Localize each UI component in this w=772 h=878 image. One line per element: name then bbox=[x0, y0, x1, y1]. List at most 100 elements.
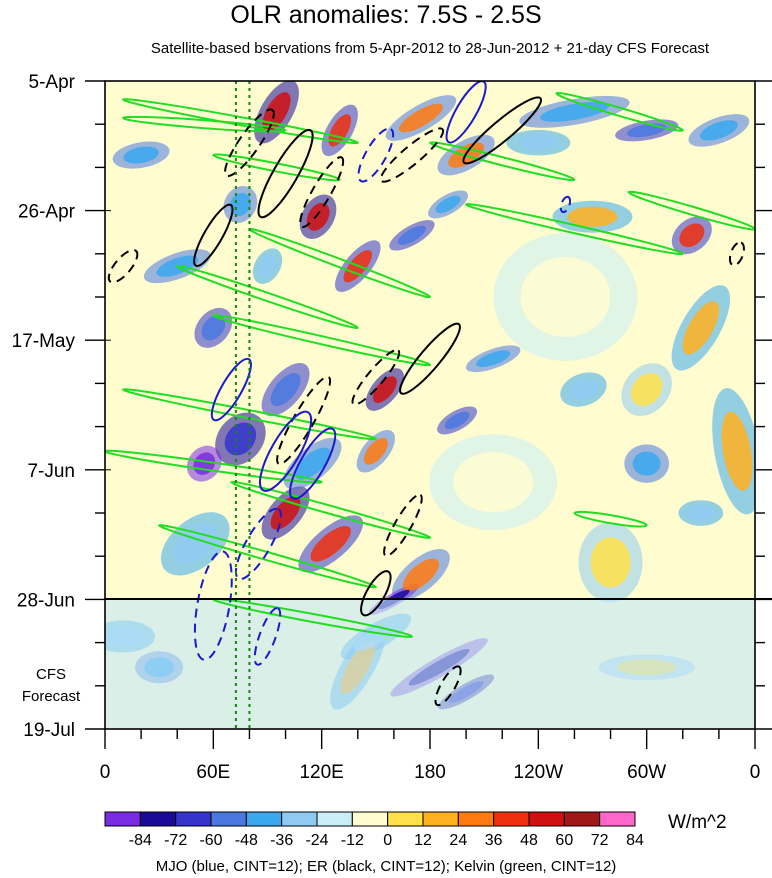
anomaly-patch bbox=[363, 437, 388, 465]
colorbar-units: W/m^2 bbox=[668, 812, 727, 833]
anomaly-patch bbox=[402, 558, 440, 591]
y-tick-label: 19-Jul bbox=[23, 720, 75, 741]
colorbar-swatch bbox=[528, 811, 565, 827]
x-tick-label: 60E bbox=[196, 762, 230, 783]
anomaly-patch bbox=[270, 372, 301, 407]
anomaly-patch bbox=[453, 452, 534, 513]
y-tick-label: 28-Jun bbox=[17, 590, 75, 611]
kelvin-contour bbox=[212, 314, 432, 367]
anomaly-patch bbox=[294, 447, 331, 480]
er-contour bbox=[107, 248, 139, 284]
mjo-contour bbox=[559, 195, 572, 214]
colorbar-label: 12 bbox=[414, 832, 432, 849]
er-contour bbox=[351, 348, 401, 406]
x-tick-label: 120E bbox=[299, 762, 343, 783]
anomaly-patch bbox=[679, 223, 705, 248]
anomaly-patch bbox=[721, 411, 753, 491]
y-tick-label: 7-Jun bbox=[27, 461, 75, 482]
anomaly-patch bbox=[123, 146, 159, 164]
colorbar-label: -48 bbox=[235, 832, 258, 849]
anomaly-patch bbox=[328, 114, 352, 147]
anomaly-patch bbox=[444, 411, 470, 430]
colorbar-swatch bbox=[139, 811, 177, 827]
forecast-label-line2: Forecast bbox=[21, 688, 81, 705]
mjo-contour bbox=[193, 550, 233, 661]
y-axis: 5-Apr 26-Apr 17-May 7-Jun 28-Jun 19-Jul bbox=[12, 72, 772, 741]
anomaly-patch bbox=[229, 192, 251, 216]
colorbar-swatch bbox=[493, 811, 530, 827]
er-contour bbox=[462, 96, 543, 165]
colorbar-swatch bbox=[316, 811, 353, 827]
y-tick-label: 26-Apr bbox=[18, 202, 76, 223]
anomaly-patch bbox=[682, 301, 720, 355]
colorbar-label: -24 bbox=[305, 832, 328, 849]
mjo-contour bbox=[258, 410, 313, 492]
kelvin-contour bbox=[230, 480, 432, 539]
anomaly-patch bbox=[397, 225, 427, 245]
mjo-contour bbox=[253, 607, 282, 666]
er-contour bbox=[257, 128, 314, 219]
anomaly-patch bbox=[567, 206, 618, 227]
er-contour bbox=[360, 570, 392, 617]
anomaly-patch bbox=[173, 524, 217, 564]
mjo-contour bbox=[234, 507, 283, 581]
er-contour bbox=[299, 156, 345, 229]
colorbar-label: -84 bbox=[129, 832, 152, 849]
x-tick-label: 60W bbox=[627, 762, 666, 783]
anomaly-patch bbox=[476, 350, 511, 368]
anomaly-patch bbox=[224, 422, 257, 456]
x-axis: 0 60E 120E 180 120W 60W 0 bbox=[100, 729, 761, 783]
kelvin-contour bbox=[122, 115, 287, 133]
anomaly-patch bbox=[630, 373, 663, 407]
anomaly-patch bbox=[435, 195, 461, 214]
anomaly-patch bbox=[632, 451, 661, 476]
er-contour bbox=[434, 665, 462, 707]
y-tick-label: 5-Apr bbox=[29, 72, 76, 93]
anomaly-patch bbox=[699, 120, 738, 141]
colorbar-label: -12 bbox=[341, 832, 364, 849]
anomaly-patch bbox=[258, 255, 277, 278]
er-contour bbox=[276, 375, 332, 466]
colorbar-label: 36 bbox=[485, 832, 503, 849]
anomaly-patch bbox=[520, 257, 611, 337]
kelvin-contour bbox=[555, 91, 684, 132]
colorbar-label: 72 bbox=[591, 832, 609, 849]
x-tick-label: 0 bbox=[750, 762, 761, 783]
chart-title: OLR anomalies: 7.5S - 2.5S bbox=[230, 1, 542, 29]
anomaly-patch bbox=[568, 378, 598, 401]
anomaly-patch bbox=[372, 376, 397, 403]
er-contour bbox=[383, 493, 423, 557]
anomaly-field bbox=[105, 81, 755, 729]
kelvin-contour bbox=[105, 449, 323, 484]
y-tick-label: 17-May bbox=[12, 331, 76, 352]
colorbar-label: 24 bbox=[449, 832, 467, 849]
kelvin-contour bbox=[122, 98, 359, 145]
er-contour bbox=[728, 241, 745, 267]
kelvin-contour bbox=[573, 510, 648, 528]
forecast-field-tint bbox=[105, 599, 755, 729]
colorbar-label: 48 bbox=[520, 832, 538, 849]
colorbar-swatch bbox=[563, 811, 601, 827]
colorbar-label: 60 bbox=[555, 832, 573, 849]
kelvin-contour bbox=[158, 524, 377, 589]
colorbar-swatch bbox=[457, 811, 495, 827]
x-tick-label: 180 bbox=[414, 762, 446, 783]
anomaly-patch bbox=[398, 103, 443, 133]
colorbar-swatch bbox=[104, 811, 141, 827]
mjo-contour bbox=[210, 357, 252, 422]
kelvin-contour bbox=[465, 203, 684, 256]
colorbar-label: 0 bbox=[383, 832, 392, 849]
colorbar-label: -60 bbox=[199, 832, 222, 849]
colorbar-label: -72 bbox=[164, 832, 187, 849]
x-tick-label: 120W bbox=[514, 762, 564, 783]
mjo-contour bbox=[357, 127, 395, 183]
chart-footer: MJO (blue, CINT=12); ER (black, CINT=12)… bbox=[155, 858, 617, 875]
chart-subtitle: Satellite-based bservations from 5-Apr-2… bbox=[150, 40, 710, 57]
colorbar: -84 -72 -60 -48 -36 -24 -12 0 12 24 36 48 60 72 84 bbox=[104, 811, 644, 849]
er-contour bbox=[399, 322, 461, 395]
kelvin-contour bbox=[176, 264, 359, 330]
colorbar-swatch bbox=[351, 811, 389, 827]
mjo-contour bbox=[289, 427, 337, 500]
er-contour bbox=[193, 203, 234, 267]
